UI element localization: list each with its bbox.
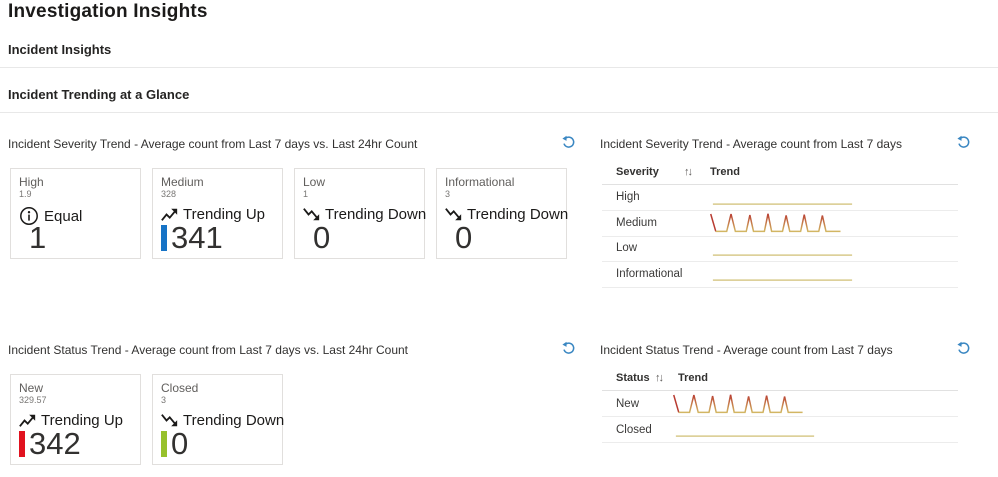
kpi-card-medium[interactable]: Medium 328 Trending Up 341 — [152, 168, 283, 259]
refresh-icon[interactable] — [561, 135, 576, 150]
section-divider — [0, 112, 998, 113]
card-label: Low — [303, 175, 326, 189]
sparkline-high — [710, 188, 855, 207]
trending-up-icon — [19, 413, 36, 428]
column-header-status[interactable]: Status — [616, 372, 650, 384]
table-separator — [602, 390, 958, 391]
table-separator — [602, 184, 958, 185]
card-label: Closed — [161, 381, 199, 395]
sparkline-medium — [710, 213, 855, 233]
kpi-card-closed[interactable]: Closed 3 Trending Down 0 — [152, 374, 285, 465]
card-trend-label: Trending Down — [325, 206, 427, 223]
card-value: 0 — [455, 220, 473, 255]
sparkline-low — [710, 239, 855, 258]
table-separator — [602, 416, 958, 417]
trending-up-icon — [161, 207, 178, 222]
table-row-label-new: New — [616, 398, 640, 410]
column-header-severity[interactable]: Severity — [616, 166, 659, 178]
column-header-trend: Trend — [710, 166, 740, 178]
card-trend-label: Trending Down — [467, 206, 569, 223]
value-bar — [161, 224, 167, 251]
card-average: 329.57 — [19, 395, 47, 405]
card-label: Informational — [445, 175, 515, 189]
sort-icon[interactable]: ↑↓ — [655, 372, 664, 384]
equal-info-icon — [19, 206, 39, 226]
kpi-card-high[interactable]: High 1.9 Equal 1 — [10, 168, 141, 259]
table-separator — [602, 210, 958, 211]
refresh-icon[interactable] — [956, 341, 971, 356]
card-trend-label: Equal — [44, 207, 83, 225]
table-separator — [602, 442, 958, 443]
panel-title-status-table: Incident Status Trend - Average count fr… — [600, 343, 893, 357]
table-row-label-medium: Medium — [616, 217, 657, 229]
card-average: 1.9 — [19, 189, 32, 199]
card-average: 328 — [161, 189, 177, 199]
refresh-icon[interactable] — [956, 135, 971, 150]
column-header-trend: Trend — [678, 372, 708, 384]
value-bar — [161, 430, 167, 457]
card-average: 3 — [161, 395, 167, 405]
section-divider — [0, 67, 998, 68]
panel-title-status-cards: Incident Status Trend - Average count fr… — [8, 343, 409, 357]
table-separator — [602, 261, 958, 262]
card-label: Medium — [161, 175, 204, 189]
refresh-icon[interactable] — [561, 341, 576, 356]
card-average: 3 — [445, 189, 451, 199]
sort-icon[interactable]: ↑↓ — [684, 166, 693, 178]
section-heading-incident-trending: Incident Trending at a Glance — [8, 87, 190, 102]
value-bar — [19, 430, 25, 457]
page-title: Investigation Insights — [8, 1, 208, 22]
kpi-card-new[interactable]: New 329.57 Trending Up 342 — [10, 374, 141, 465]
kpi-card-low[interactable]: Low 1 Trending Down 0 — [294, 168, 427, 259]
trending-down-icon — [445, 207, 462, 222]
table-separator — [602, 236, 958, 237]
sparkline-new — [673, 394, 817, 414]
table-row-label-closed: Closed — [616, 424, 652, 436]
card-value: 342 — [29, 426, 81, 461]
card-label: New — [19, 381, 44, 395]
card-value: 0 — [313, 220, 331, 255]
table-row-label-low: Low — [616, 242, 638, 254]
sparkline-closed — [673, 420, 817, 439]
card-trend-label: Trending Down — [183, 412, 285, 429]
trending-down-icon — [161, 413, 178, 428]
panel-title-severity-cards: Incident Severity Trend - Average count … — [8, 137, 418, 151]
card-trend-label: Trending Up — [41, 412, 123, 429]
card-value: 341 — [171, 220, 223, 255]
section-heading-incident-insights: Incident Insights — [8, 42, 112, 57]
table-row-label-informational: Informational — [616, 268, 683, 280]
card-trend-label: Trending Up — [183, 206, 265, 223]
trending-down-icon — [303, 207, 320, 222]
sparkline-informational — [710, 264, 855, 283]
table-separator — [602, 287, 958, 288]
panel-title-severity-table: Incident Severity Trend - Average count … — [600, 137, 902, 151]
card-value: 0 — [171, 426, 189, 461]
card-average: 1 — [303, 189, 309, 199]
card-label: High — [19, 175, 44, 189]
card-value: 1 — [29, 220, 47, 255]
kpi-card-informational[interactable]: Informational 3 Trending Down 0 — [436, 168, 569, 259]
table-row-label-high: High — [616, 191, 640, 203]
